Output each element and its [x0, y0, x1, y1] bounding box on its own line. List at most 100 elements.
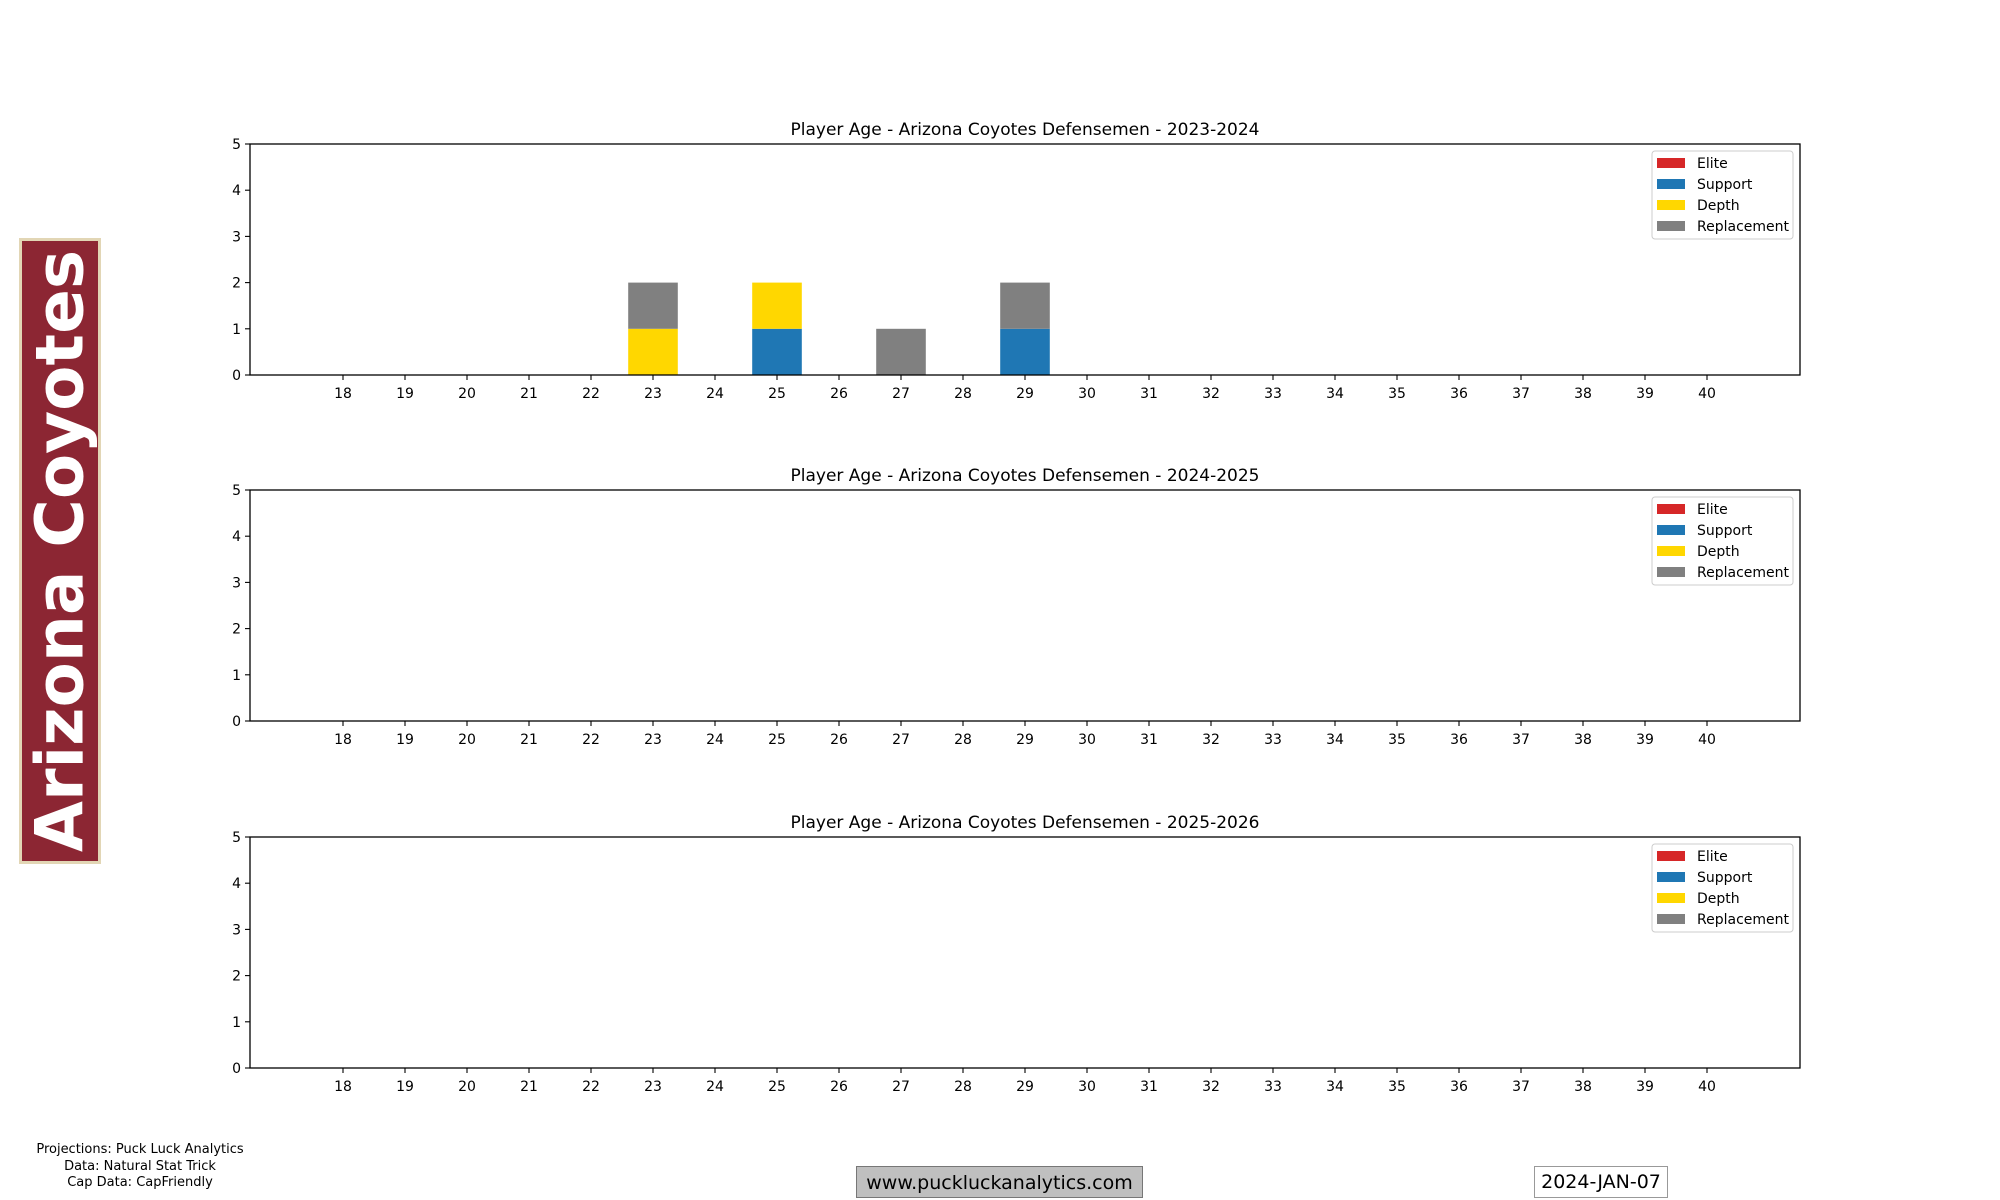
x-tick-label: 20	[458, 1079, 476, 1095]
x-tick-label: 31	[1140, 732, 1158, 748]
x-tick-label: 21	[520, 1079, 538, 1095]
legend-label-replacement: Replacement	[1697, 219, 1790, 235]
plot-frame	[249, 489, 1801, 722]
x-tick-label: 35	[1388, 732, 1406, 748]
x-tick-label: 22	[582, 732, 600, 748]
legend-swatch-replacement	[1657, 914, 1685, 924]
data-credits: Projections: Puck Luck Analytics Data: N…	[20, 1142, 260, 1192]
x-tick-label: 25	[768, 732, 786, 748]
x-tick-label: 21	[520, 732, 538, 748]
legend-box	[1651, 843, 1794, 933]
x-tick-label: 18	[334, 386, 352, 402]
x-tick-label: 27	[892, 386, 910, 402]
x-tick-label: 31	[1140, 386, 1158, 402]
legend-label-elite: Elite	[1697, 156, 1728, 172]
legend-swatch-replacement	[1657, 567, 1685, 577]
x-tick-label: 40	[1698, 386, 1716, 402]
x-tick-label: 38	[1574, 386, 1592, 402]
y-tick-label: 4	[232, 529, 241, 545]
bar-support-age-25	[752, 328, 802, 375]
x-tick-label: 24	[706, 386, 724, 402]
y-tick-label: 0	[232, 1061, 241, 1077]
x-tick-label: 33	[1264, 1079, 1282, 1095]
bar-depth-age-25	[752, 282, 802, 329]
x-tick-label: 20	[458, 732, 476, 748]
legend-label-support: Support	[1697, 870, 1753, 886]
bar-depth-age-23	[628, 328, 678, 375]
x-tick-label: 35	[1388, 386, 1406, 402]
chart-title: Player Age - Arizona Coyotes Defensemen …	[791, 813, 1260, 833]
legend-label-depth: Depth	[1697, 544, 1740, 560]
y-tick-label: 3	[232, 922, 241, 938]
x-tick-label: 38	[1574, 1079, 1592, 1095]
y-tick-label: 4	[232, 876, 241, 892]
x-tick-label: 23	[644, 386, 662, 402]
team-name-banner: Arizona Coyotes	[19, 238, 101, 864]
x-tick-label: 28	[954, 732, 972, 748]
x-tick-label: 18	[334, 732, 352, 748]
x-tick-label: 34	[1326, 1079, 1344, 1095]
chart-title: Player Age - Arizona Coyotes Defensemen …	[791, 466, 1260, 486]
x-tick-label: 26	[830, 1079, 848, 1095]
x-tick-label: 24	[706, 1079, 724, 1095]
x-tick-label: 28	[954, 386, 972, 402]
y-tick-label: 0	[232, 368, 241, 384]
x-tick-label: 30	[1078, 386, 1096, 402]
x-tick-label: 33	[1264, 732, 1282, 748]
x-tick-label: 33	[1264, 386, 1282, 402]
legend-swatch-replacement	[1657, 221, 1685, 231]
y-tick-label: 5	[232, 483, 241, 499]
legend-swatch-depth	[1657, 893, 1685, 903]
x-tick-label: 34	[1326, 386, 1344, 402]
y-tick-label: 5	[232, 137, 241, 153]
y-tick-label: 1	[232, 1015, 241, 1031]
legend-swatch-support	[1657, 179, 1685, 189]
x-tick-label: 25	[768, 386, 786, 402]
x-tick-label: 34	[1326, 732, 1344, 748]
x-tick-label: 23	[644, 732, 662, 748]
y-tick-label: 1	[232, 322, 241, 338]
website-label: www.puckluckanalytics.com	[856, 1166, 1143, 1198]
x-tick-label: 37	[1512, 732, 1530, 748]
x-tick-label: 35	[1388, 1079, 1406, 1095]
legend-label-support: Support	[1697, 177, 1753, 193]
x-tick-label: 20	[458, 386, 476, 402]
date-label: 2024-JAN-07	[1534, 1166, 1668, 1198]
legend-swatch-elite	[1657, 504, 1685, 514]
x-tick-label: 30	[1078, 732, 1096, 748]
x-tick-label: 23	[644, 1079, 662, 1095]
y-tick-label: 2	[232, 276, 241, 292]
y-tick-label: 4	[232, 183, 241, 199]
bar-replacement-age-23	[628, 282, 678, 329]
x-tick-label: 28	[954, 1079, 972, 1095]
x-tick-label: 21	[520, 386, 538, 402]
legend-label-depth: Depth	[1697, 891, 1740, 907]
y-tick-label: 0	[232, 714, 241, 730]
x-tick-label: 30	[1078, 1079, 1096, 1095]
legend-box	[1651, 150, 1794, 240]
x-tick-label: 29	[1016, 1079, 1034, 1095]
legend-swatch-depth	[1657, 546, 1685, 556]
x-tick-label: 39	[1636, 1079, 1654, 1095]
legend-label-depth: Depth	[1697, 198, 1740, 214]
bar-replacement-age-27	[876, 328, 926, 375]
credit-projections: Projections: Puck Luck Analytics	[36, 1142, 244, 1157]
credit-cap-data: Cap Data: CapFriendly	[67, 1175, 213, 1190]
x-tick-label: 27	[892, 732, 910, 748]
x-tick-label: 25	[768, 1079, 786, 1095]
y-tick-label: 2	[232, 622, 241, 638]
x-tick-label: 22	[582, 386, 600, 402]
x-tick-label: 36	[1450, 732, 1468, 748]
x-tick-label: 40	[1698, 1079, 1716, 1095]
x-tick-label: 29	[1016, 386, 1034, 402]
y-tick-label: 3	[232, 575, 241, 591]
legend-label-support: Support	[1697, 523, 1753, 539]
x-tick-label: 32	[1202, 386, 1220, 402]
x-tick-label: 36	[1450, 386, 1468, 402]
x-tick-label: 19	[396, 386, 414, 402]
chart-title: Player Age - Arizona Coyotes Defensemen …	[791, 120, 1260, 140]
legend-label-elite: Elite	[1697, 502, 1728, 518]
credit-data: Data: Natural Stat Trick	[64, 1158, 216, 1174]
x-tick-label: 22	[582, 1079, 600, 1095]
